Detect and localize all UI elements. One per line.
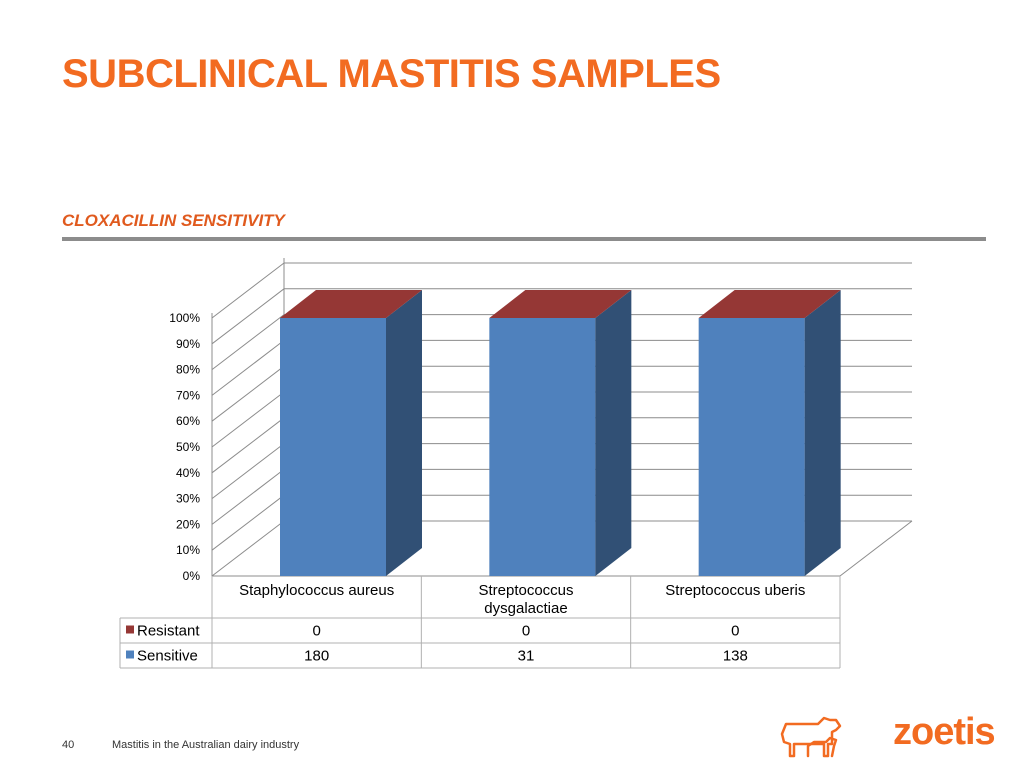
y-tick-label: 50%	[176, 440, 200, 454]
gridline-diagonal	[211, 314, 285, 370]
chart-subtitle: CLOXACILLIN SENSITIVITY	[62, 211, 285, 230]
table-value: 0	[522, 623, 530, 640]
bar-side	[386, 290, 422, 576]
y-tick-label: 0%	[183, 569, 201, 583]
gridline-diagonal	[211, 365, 285, 422]
category-label: Streptococcus uberis	[665, 582, 805, 599]
bar-side	[804, 290, 841, 576]
bar-front	[280, 318, 386, 576]
floor-right-edge	[839, 520, 913, 577]
legend-label: Sensitive	[137, 648, 198, 665]
table-value: 0	[731, 623, 739, 640]
gridline-diagonal	[211, 520, 285, 577]
gridline-diagonal	[211, 443, 285, 499]
bar-top	[698, 290, 841, 318]
y-tick-label: 30%	[176, 492, 200, 506]
gridline-diagonal	[211, 391, 285, 448]
bar-front	[698, 318, 805, 576]
bar-side	[595, 290, 632, 576]
chart-bars	[280, 290, 841, 576]
gridline-diagonal	[211, 340, 285, 396]
category-label: Streptococcus dysgalactiae	[478, 582, 573, 617]
y-tick-label: 100%	[169, 311, 200, 325]
bar-top	[489, 290, 632, 318]
table-value: 138	[723, 648, 748, 665]
table-value: 31	[518, 648, 535, 665]
gridline-diagonal	[211, 417, 285, 474]
y-tick-label: 90%	[176, 337, 200, 351]
legend-label: Resistant	[137, 623, 200, 640]
bar-front	[489, 318, 596, 576]
page-number: 40	[62, 739, 75, 751]
title-divider	[62, 237, 986, 241]
gridline-diagonal	[211, 288, 285, 345]
gridline-diagonal	[211, 262, 285, 319]
y-axis-ticks: 0% 10% 20% 30% 40% 50% 60% 70% 80% 90% 100%	[169, 311, 200, 583]
gridline-diagonal	[211, 469, 285, 525]
y-tick-label: 20%	[176, 517, 200, 531]
table-value: 0	[312, 623, 320, 640]
legend-swatch	[126, 650, 134, 659]
y-tick-label: 70%	[176, 388, 200, 402]
slide-title: SUBCLINICAL MASTITIS SAMPLES	[62, 52, 721, 96]
footer-text: Mastitis in the Australian dairy industr…	[112, 739, 300, 751]
y-tick-label: 40%	[176, 466, 200, 480]
legend-swatch	[126, 625, 134, 634]
gridline-diagonal	[211, 494, 285, 551]
y-tick-label: 80%	[176, 363, 200, 377]
table-value: 180	[304, 648, 329, 665]
cow-and-calf-icon	[780, 716, 842, 758]
y-tick-label: 60%	[176, 414, 200, 428]
brand-logo: zoetis	[893, 711, 996, 753]
category-label: Staphylococcus aureus	[239, 582, 394, 599]
bar-top	[280, 290, 422, 318]
stacked-bar-chart: 0% 10% 20% 30% 40% 50% 60% 70% 80% 90% 100% Staphy…	[119, 258, 913, 669]
y-tick-label: 10%	[176, 543, 200, 557]
data-table: Staphylococcus aureus Streptococcus dysgal…	[119, 576, 841, 669]
